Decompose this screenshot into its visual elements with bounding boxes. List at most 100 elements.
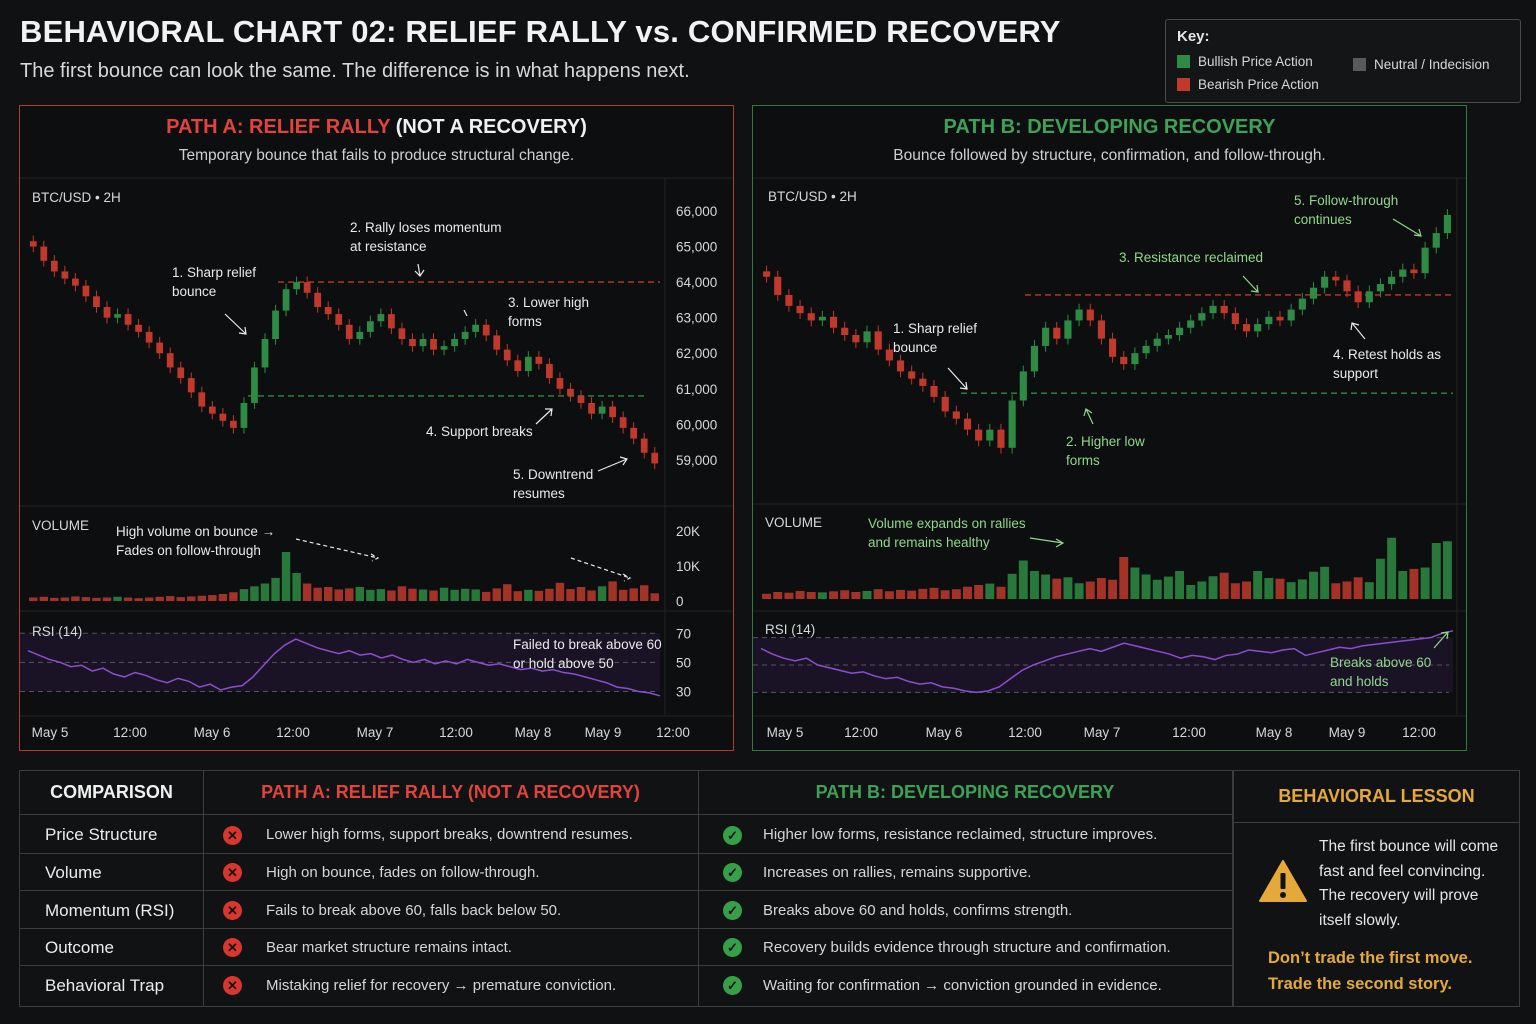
volume-bar <box>795 590 805 599</box>
candle <box>314 292 322 307</box>
lesson-footer-line-2: Trade the second story. <box>1268 975 1452 993</box>
annotation-a-1-text-line2: bounce <box>172 284 216 299</box>
legend-label: Bearish Price Action <box>1198 77 1319 92</box>
volume-bar <box>1342 581 1352 599</box>
volume-bar <box>1320 566 1330 599</box>
volume-bar <box>334 589 343 601</box>
chart-b-rsi-label: RSI (14) <box>765 622 815 637</box>
candle <box>1109 338 1117 357</box>
candle <box>640 438 648 453</box>
time-tick-label: 12:00 <box>439 725 473 740</box>
time-tick-label: 12:00 <box>844 725 878 740</box>
volume-bar <box>884 591 894 599</box>
comparison-header: COMPARISON <box>50 782 173 802</box>
candle <box>1153 338 1161 346</box>
volume-bar <box>197 595 207 601</box>
candle <box>1265 316 1273 325</box>
time-tick-label: May 9 <box>1329 725 1366 740</box>
candle <box>774 276 782 295</box>
time-tick-label: 12:00 <box>1008 725 1042 740</box>
annotation-b-5: 5. Follow-through continues <box>1294 193 1398 227</box>
candle <box>609 406 616 418</box>
candle <box>1399 269 1407 277</box>
arrow-a-5 <box>597 456 628 472</box>
annotation-a-5-text: 5. Downtrend <box>513 467 593 482</box>
volume-bar <box>608 581 617 601</box>
time-tick-label: May 9 <box>585 725 622 740</box>
candle <box>1365 291 1373 303</box>
volume-bar <box>218 594 228 601</box>
arrow-a-1 <box>224 313 247 335</box>
lesson-footer: Don’t trade the first move. Trade the se… <box>1268 945 1472 997</box>
time-tick-label: May 6 <box>194 725 231 740</box>
volume-bar <box>1420 567 1430 599</box>
candle <box>451 339 458 347</box>
time-tick-label: 12:00 <box>1172 725 1206 740</box>
candle <box>796 305 804 314</box>
time-tick-label: May 6 <box>926 725 963 740</box>
annotation-b-1-text: 1. Sharp relief <box>893 321 977 336</box>
candle <box>588 403 595 414</box>
candle <box>1298 298 1306 310</box>
candle <box>114 314 121 318</box>
arrow-b-rsi <box>1433 631 1449 649</box>
candle <box>61 271 69 279</box>
divider <box>20 928 1232 929</box>
volume-bar <box>974 585 984 599</box>
rsi-band <box>753 637 1453 693</box>
candle <box>303 282 311 293</box>
candle <box>208 406 216 414</box>
candle <box>440 346 448 350</box>
rsi-tick-label: 50 <box>676 655 691 670</box>
candle <box>251 367 258 403</box>
candle <box>472 324 480 332</box>
time-tick-label: 12:00 <box>1402 725 1436 740</box>
volume-bar <box>260 583 270 601</box>
candle <box>986 429 994 441</box>
panel-a-title-colored: PATH A: RELIEF RALLY <box>166 116 391 138</box>
volume-bar <box>1398 571 1408 599</box>
annotation-b-2: 2. Higher low forms <box>1066 434 1145 468</box>
volume-bar <box>1409 568 1419 599</box>
volume-bar <box>387 590 396 601</box>
candle <box>1432 233 1440 248</box>
annotation-b-rsi: Breaks above 60 and holds <box>1330 655 1431 689</box>
annotation-a-2-text: 2. Rally loses momentum <box>350 220 502 235</box>
candle <box>651 452 659 464</box>
volume-bar <box>1141 574 1151 599</box>
annotation-a-5: 5. Downtrend resumes <box>513 467 593 501</box>
annotation-b-volume-text: Volume expands on rallies <box>868 516 1026 531</box>
candle <box>230 420 237 428</box>
candle <box>863 331 871 343</box>
row-a-text: Fails to break above 60, falls back belo… <box>266 902 562 919</box>
candle <box>345 324 353 339</box>
check-circle-icon: ✓ <box>723 826 742 845</box>
candle <box>763 271 771 277</box>
volume-bar <box>1029 571 1039 599</box>
annotation-a-1-text: 1. Sharp relief <box>172 265 256 280</box>
chart-a-svg: 66,000 65,000 64,000 63,000 62,000 61,000 60,0… <box>20 177 733 740</box>
candle <box>198 392 206 407</box>
volume-bar <box>450 589 459 601</box>
candle <box>567 388 574 396</box>
price-tick-label: 60,000 <box>676 417 717 432</box>
candle <box>1287 309 1295 321</box>
rsi-tick-label: 70 <box>676 626 691 641</box>
annotation-a-2: 2. Rally loses momentum at resistance <box>350 220 502 254</box>
volume-bar <box>50 597 59 601</box>
candle <box>930 385 938 397</box>
volume-bar <box>587 590 596 601</box>
candle <box>93 296 100 307</box>
volume-bar <box>929 587 939 599</box>
candle <box>1120 356 1128 365</box>
volume-bar <box>1175 571 1185 599</box>
volume-bar <box>313 587 322 601</box>
chart-b-volume-label: VOLUME <box>765 515 822 530</box>
candle <box>1064 320 1072 339</box>
candle <box>356 331 364 339</box>
legend-item-neutral: Neutral / Indecision <box>1353 57 1490 72</box>
volume-tick-label: 20K <box>676 524 700 539</box>
row-b-text: Higher low forms, resistance reclaimed, … <box>763 826 1158 843</box>
volume-tick-label: 0 <box>676 594 684 609</box>
volume-bar <box>985 583 995 599</box>
